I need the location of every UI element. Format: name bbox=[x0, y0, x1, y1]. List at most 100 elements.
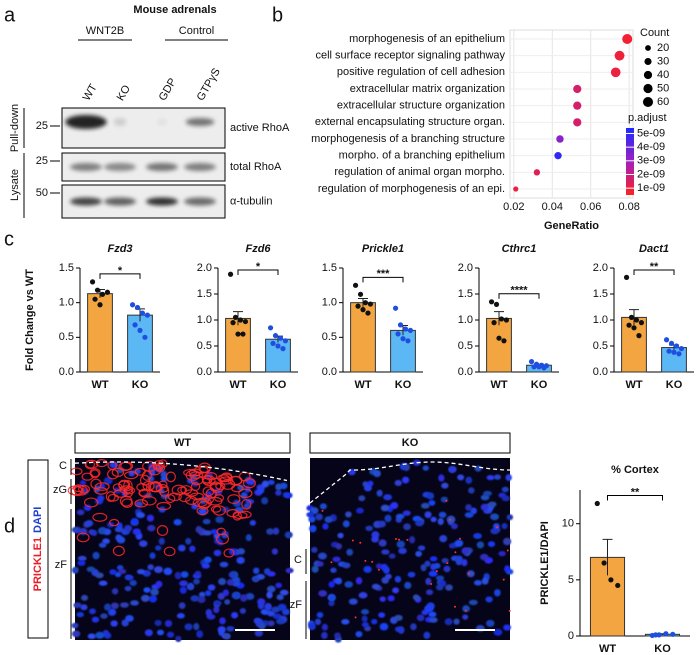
data-point bbox=[402, 326, 409, 332]
nucleus bbox=[275, 490, 282, 496]
nucleus bbox=[454, 555, 463, 563]
blot-title: Mouse adrenals bbox=[133, 4, 216, 16]
nucleus bbox=[322, 523, 329, 530]
legend-title: Count bbox=[640, 27, 669, 39]
blot-band bbox=[104, 197, 136, 206]
nucleus bbox=[371, 535, 379, 543]
prickle1-stain bbox=[216, 533, 230, 545]
y-tick-label: regulation of morphogenesis of an epi. bbox=[318, 183, 505, 195]
nucleus bbox=[97, 494, 105, 502]
prickle1-stain bbox=[241, 499, 252, 510]
blot-band bbox=[146, 163, 178, 171]
nucleus bbox=[380, 563, 388, 571]
nucleus bbox=[395, 513, 405, 520]
nucleus bbox=[143, 587, 151, 593]
nucleus bbox=[138, 540, 148, 547]
y-tick-label: morphogenesis of a branching structure bbox=[311, 133, 505, 145]
prickle1-stain bbox=[156, 525, 169, 536]
nucleus bbox=[433, 562, 441, 569]
nucleus bbox=[324, 516, 333, 523]
nucleus bbox=[465, 476, 473, 484]
data-point bbox=[676, 351, 682, 357]
nucleus bbox=[379, 622, 389, 631]
dot bbox=[573, 84, 582, 94]
nucleus bbox=[108, 608, 117, 616]
data-point bbox=[400, 336, 406, 342]
y-axis-title: PRICKLE1/DAPI bbox=[539, 521, 551, 605]
nucleus bbox=[388, 553, 396, 559]
nucleus bbox=[154, 619, 162, 627]
legend-dot bbox=[645, 45, 651, 51]
nucleus bbox=[213, 600, 222, 606]
zone-label: C bbox=[59, 460, 67, 472]
nucleus bbox=[258, 622, 266, 630]
y-tick-label: 0.5 bbox=[59, 331, 74, 343]
data-point bbox=[272, 333, 279, 339]
nucleus bbox=[249, 520, 256, 526]
nucleus bbox=[254, 629, 264, 637]
nucleus bbox=[218, 577, 227, 586]
nucleus bbox=[306, 511, 315, 518]
nucleus bbox=[465, 504, 472, 511]
blot-row-label: α-tubulin bbox=[230, 195, 272, 207]
data-point bbox=[97, 302, 103, 308]
nucleus bbox=[223, 633, 231, 640]
chart-title: Cthrc1 bbox=[502, 243, 537, 255]
nucleus bbox=[381, 549, 390, 555]
blot-band bbox=[70, 197, 102, 206]
nucleus bbox=[328, 581, 335, 588]
prickle1-stain bbox=[449, 518, 452, 521]
data-point bbox=[92, 296, 98, 302]
prickle1-stain bbox=[467, 572, 470, 575]
x-tick-label: WT bbox=[354, 379, 371, 391]
nucleus bbox=[147, 564, 154, 571]
prickle1-stain bbox=[502, 578, 505, 581]
nucleus bbox=[416, 614, 425, 622]
stain-name: DAPI bbox=[32, 507, 44, 533]
nucleus bbox=[473, 580, 482, 586]
nucleus bbox=[253, 617, 260, 624]
prickle1-stain bbox=[454, 605, 457, 608]
micrograph-title: WT bbox=[174, 437, 191, 449]
x-tick-label: 0.02 bbox=[503, 201, 524, 213]
prickle1-stain bbox=[188, 468, 202, 477]
dot bbox=[554, 151, 562, 160]
nucleus bbox=[245, 534, 252, 542]
panel-label: b bbox=[272, 4, 283, 26]
x-tick-label: WT bbox=[229, 379, 246, 391]
prickle1-stain bbox=[94, 487, 108, 495]
nucleus bbox=[415, 550, 422, 557]
nucleus bbox=[234, 506, 244, 513]
nucleus bbox=[387, 595, 395, 602]
nucleus bbox=[383, 494, 393, 501]
nucleus bbox=[361, 609, 370, 615]
prickle1-stain bbox=[202, 477, 212, 485]
nucleus bbox=[118, 568, 127, 575]
y-tick-label: 2.0 bbox=[593, 262, 608, 274]
nucleus bbox=[468, 487, 475, 494]
nucleus bbox=[493, 628, 503, 636]
nucleus bbox=[311, 546, 318, 553]
nucleus bbox=[355, 577, 363, 585]
group-label: WNT2B bbox=[86, 25, 125, 37]
micrograph bbox=[67, 458, 294, 642]
nucleus bbox=[253, 567, 260, 574]
blot-band bbox=[185, 118, 215, 126]
nucleus bbox=[271, 606, 280, 613]
y-tick-label: 5 bbox=[568, 574, 574, 586]
nucleus bbox=[373, 469, 381, 478]
panel-label: a bbox=[4, 4, 16, 26]
data-point bbox=[144, 312, 151, 318]
significance-label: * bbox=[256, 261, 261, 273]
nucleus bbox=[504, 565, 511, 573]
error-bar bbox=[602, 538, 613, 576]
nucleus bbox=[120, 602, 129, 608]
y-tick-label: 1.5 bbox=[458, 288, 473, 300]
nucleus bbox=[328, 600, 335, 607]
y-tick-label: 2.0 bbox=[197, 262, 212, 274]
y-tick-label: 0 bbox=[568, 630, 574, 642]
nucleus bbox=[236, 556, 245, 564]
nucleus bbox=[441, 482, 449, 489]
nucleus bbox=[267, 479, 275, 485]
prickle1-stain bbox=[111, 467, 125, 478]
